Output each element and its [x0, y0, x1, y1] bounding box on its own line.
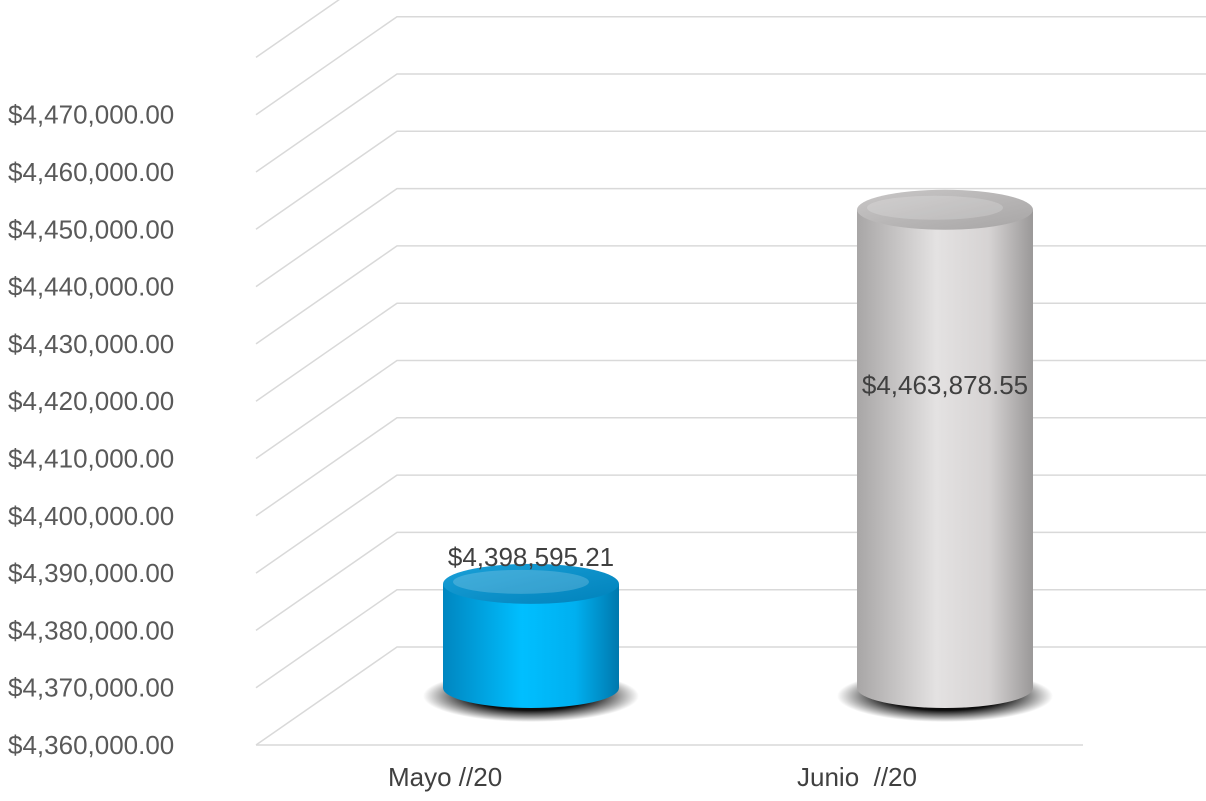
y-tick-label: $4,420,000.00: [8, 386, 174, 416]
y-tick-label: $4,400,000.00: [8, 501, 174, 531]
y-tick-label: $4,390,000.00: [8, 558, 174, 588]
y-tick-label: $4,450,000.00: [8, 214, 174, 244]
x-axis: Mayo //20 Junio //20: [388, 762, 917, 792]
y-tick-label: $4,380,000.00: [8, 615, 174, 645]
bar-top: [443, 563, 619, 604]
y-tick-label: $4,470,000.00: [8, 100, 174, 130]
data-labels: $4,398,595.21 $4,463,878.55: [448, 370, 1028, 572]
grid-line: [255, 588, 1206, 689]
y-axis: $4,360,000.00 $4,370,000.00 $4,380,000.00 $…: [8, 100, 174, 760]
grid-lines: [255, 0, 1206, 746]
grid-line: [255, 187, 1206, 288]
x-tick-label: Mayo //20: [388, 762, 502, 792]
bars: [423, 189, 1053, 722]
grid-line: [255, 646, 1206, 746]
bar: [423, 563, 639, 722]
grid-line: [255, 359, 1206, 460]
grid-line: [255, 73, 1206, 173]
grid-line: [255, 130, 1206, 230]
grid-line: [255, 15, 1206, 116]
bar: [837, 189, 1053, 722]
bar-top-highlight: [867, 195, 1003, 220]
bar-body: [857, 209, 1033, 708]
y-tick-label: $4,460,000.00: [8, 157, 174, 187]
x-tick-label: Junio //20: [797, 762, 917, 792]
grid-line: [255, 417, 1206, 517]
grid-line: [255, 245, 1206, 345]
bar-top-highlight: [453, 569, 589, 594]
data-label: $4,398,595.21: [448, 542, 614, 572]
y-tick-label: $4,370,000.00: [8, 673, 174, 703]
y-tick-label: $4,410,000.00: [8, 444, 174, 474]
grid-line: [255, 0, 340, 59]
y-tick-label: $4,440,000.00: [8, 272, 174, 302]
y-tick-label: $4,360,000.00: [8, 730, 174, 760]
grid-line: [255, 474, 1206, 574]
y-tick-label: $4,430,000.00: [8, 329, 174, 359]
grid-line: [255, 531, 1206, 632]
bar-body: [443, 583, 619, 708]
data-label: $4,463,878.55: [862, 370, 1028, 400]
grid-line: [255, 302, 1206, 402]
bar-top: [857, 189, 1033, 230]
